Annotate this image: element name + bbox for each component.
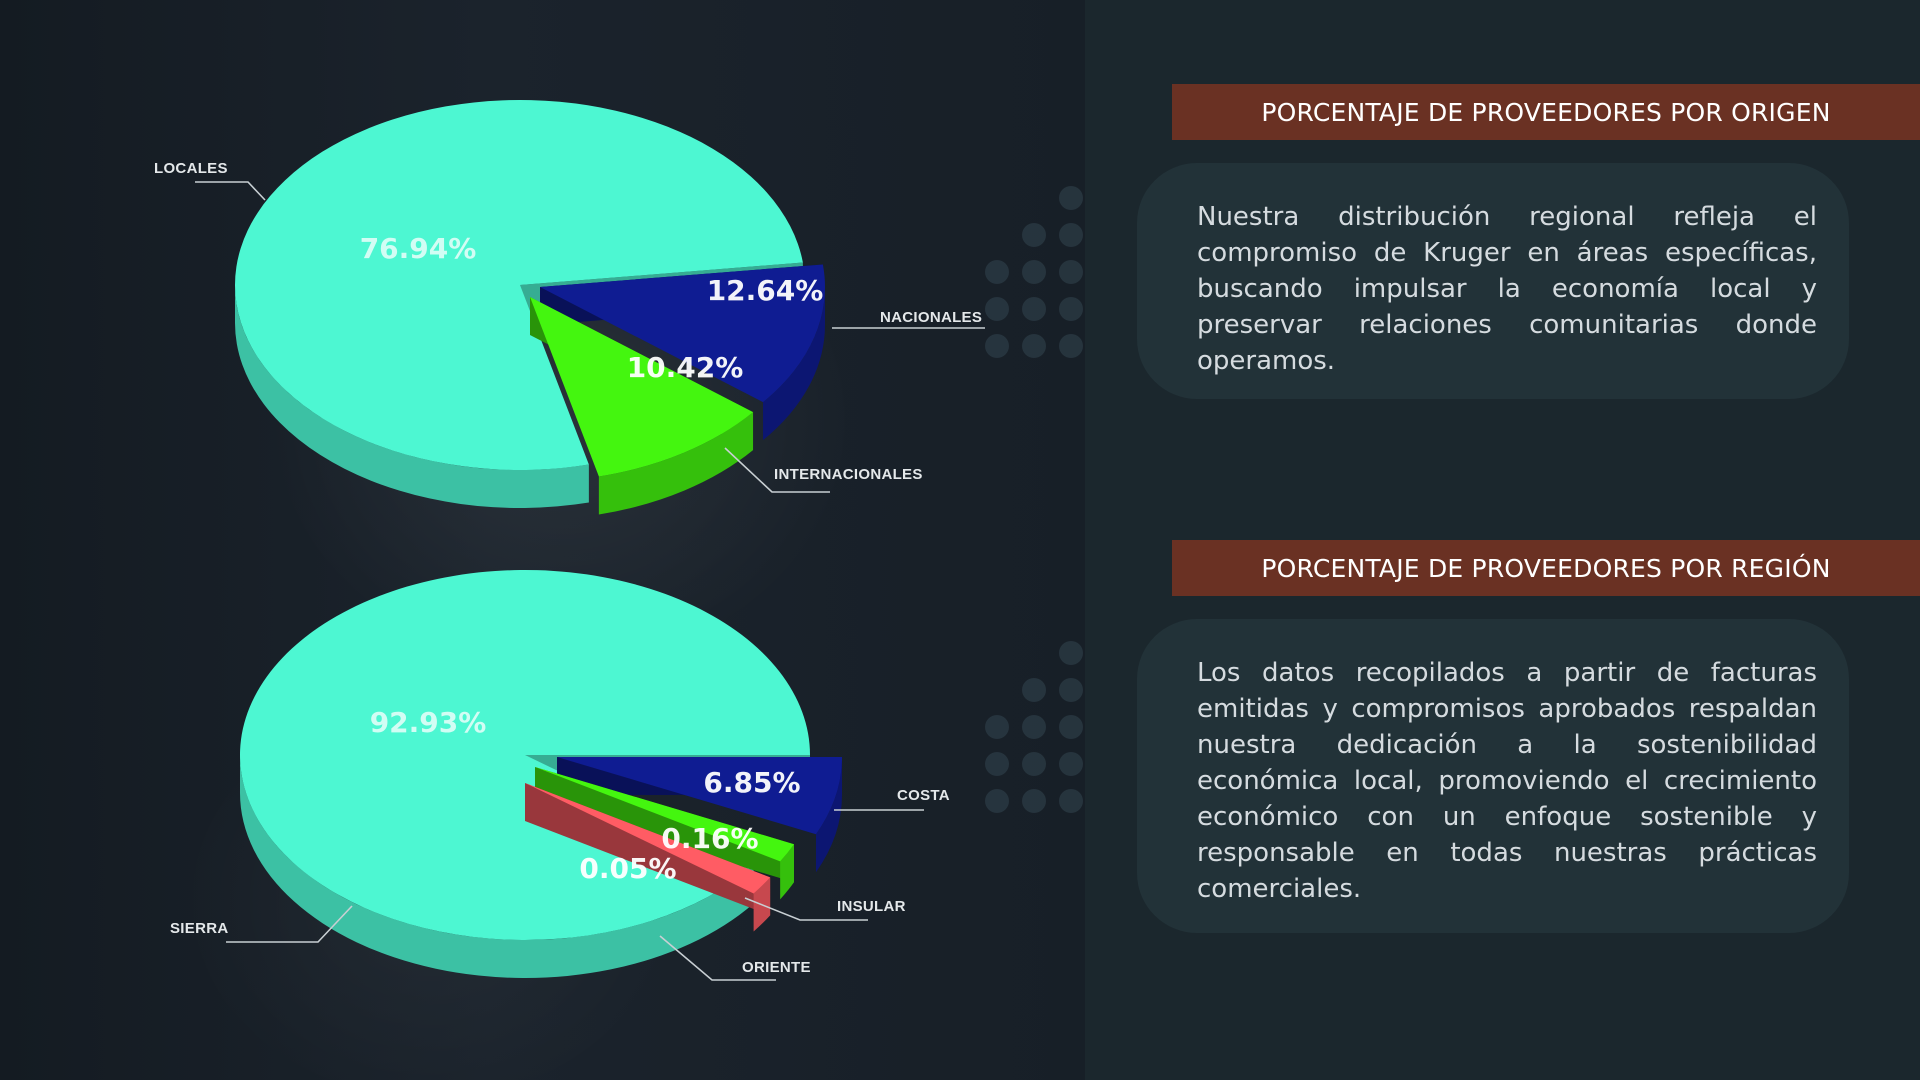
decorative-dot-1 [1022, 223, 1046, 247]
decorative-dot-2 [1059, 678, 1083, 702]
decorative-dot-1 [1022, 678, 1046, 702]
decorative-dot-3 [985, 260, 1009, 284]
decorative-dot-6 [985, 297, 1009, 321]
decorative-dot-2 [1059, 223, 1083, 247]
value-label-locales: 76.94% [360, 232, 477, 265]
decorative-dot-4 [1022, 715, 1046, 739]
decorative-dot-grid-top [985, 186, 1083, 358]
pie-slice-top-oriente [525, 783, 771, 894]
description-card-origen: Nuestra distribución regional refleja el… [1137, 163, 1849, 399]
category-label-nacionales: NACIONALES [880, 309, 982, 326]
value-label-costa: 6.85% [703, 766, 800, 799]
pie-slice-internacionales [530, 297, 754, 515]
description-card-region: Los datos recopilados a partir de factur… [1137, 619, 1849, 933]
decorative-dot-11 [1059, 334, 1083, 358]
value-label-insular: 0.16% [661, 822, 758, 855]
description-text-origen: Nuestra distribución regional refleja el… [1197, 202, 1817, 376]
pie-chart-region: 92.93% 6.85% 0.16%0.05% SIERRA COSTA INSUL… [170, 570, 950, 981]
pie-slice-side-sierra-0 [240, 755, 754, 978]
decorative-dot-6 [985, 752, 1009, 776]
description-text-region: Los datos recopilados a partir de factur… [1197, 658, 1817, 904]
decorative-dot-7 [1022, 752, 1046, 776]
pie-slice-side-insular-0 [780, 844, 795, 900]
pie-slice-side-nacionales-0 [763, 287, 826, 441]
decorative-dot-10 [1022, 334, 1046, 358]
decorative-dot-10 [1022, 789, 1046, 813]
decorative-dot-9 [985, 334, 1009, 358]
decorative-dot-8 [1059, 752, 1083, 776]
section-header-region: PORCENTAJE DE PROVEEDORES POR REGIÓN [1172, 540, 1920, 596]
pie-slice-top-insular [535, 767, 795, 862]
pie-slice-wall-oriente [525, 783, 771, 916]
section-header-origen: PORCENTAJE DE PROVEEDORES POR ORIGEN [1172, 84, 1920, 140]
category-label-sierra: SIERRA [170, 920, 228, 937]
pie-slice-side-internacionales-0 [598, 412, 754, 515]
value-label-oriente: 0.05% [579, 852, 676, 885]
decorative-dot-0 [1059, 641, 1083, 665]
decorative-dot-0 [1059, 186, 1083, 210]
category-label-internacionales: INTERNACIONALES [774, 466, 923, 483]
leader-line-internacionales [724, 447, 830, 493]
decorative-dot-7 [1022, 297, 1046, 321]
decorative-dot-9 [985, 789, 1009, 813]
decorative-dot-5 [1059, 260, 1083, 284]
pie-slice-nacionales [540, 264, 826, 441]
pie-slice-wall-insular [535, 767, 795, 883]
leader-line-sierra [226, 905, 353, 943]
category-label-costa: COSTA [897, 787, 950, 804]
category-label-insular: INSULAR [837, 898, 906, 915]
decorative-dot-3 [985, 715, 1009, 739]
pie-slice-top-costa [557, 757, 842, 835]
decorative-dot-11 [1059, 789, 1083, 813]
pie-slice-side-costa-0 [816, 757, 842, 873]
pie-slice-top-locales [235, 100, 803, 471]
decorative-dot-grid-bottom [985, 641, 1083, 813]
value-label-nacionales: 12.64% [707, 274, 824, 307]
pie-slice-costa [557, 757, 842, 873]
pie-slice-top-internacionales [530, 297, 754, 477]
pie-charts-canvas: 76.94% 12.64% 10.42% LOCALES NACIONALES IN… [154, 100, 1083, 981]
leader-line-oriente [659, 935, 776, 981]
value-label-internacionales: 10.42% [627, 351, 744, 384]
pie-slice-top-nacionales [540, 264, 826, 403]
decorative-dot-5 [1059, 715, 1083, 739]
leader-line-locales [195, 181, 266, 201]
pie-slice-side-locales-0 [235, 285, 589, 509]
leader-line-insular [744, 897, 868, 921]
category-label-oriente: ORIENTE [742, 959, 811, 976]
value-label-sierra: 92.93% [370, 706, 487, 739]
pie-chart-origen: 76.94% 12.64% 10.42% LOCALES NACIONALES IN… [154, 100, 985, 515]
category-label-locales: LOCALES [154, 160, 228, 177]
decorative-dot-8 [1059, 297, 1083, 321]
pie-slice-insular [535, 767, 795, 900]
decorative-dot-4 [1022, 260, 1046, 284]
